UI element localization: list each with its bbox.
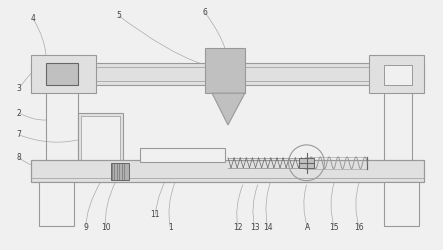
Bar	[384, 65, 412, 85]
Text: 5: 5	[116, 11, 121, 20]
Bar	[369, 56, 424, 93]
Bar	[78, 113, 123, 175]
Text: 14: 14	[263, 223, 272, 232]
Bar	[46, 63, 78, 85]
Text: 2: 2	[17, 108, 22, 118]
Text: 10: 10	[101, 223, 110, 232]
Text: 16: 16	[354, 223, 364, 232]
Text: 9: 9	[83, 223, 88, 232]
Polygon shape	[212, 93, 245, 125]
Bar	[140, 148, 225, 162]
Bar	[299, 158, 315, 168]
Bar	[31, 63, 424, 85]
Bar	[31, 56, 96, 93]
Bar	[81, 116, 120, 172]
Bar	[111, 163, 128, 180]
Text: 6: 6	[202, 8, 207, 17]
Text: 1: 1	[168, 223, 173, 232]
Bar	[39, 182, 74, 226]
Text: 7: 7	[17, 130, 22, 140]
Text: 4: 4	[31, 14, 35, 23]
Text: 3: 3	[17, 84, 22, 93]
Bar	[31, 160, 424, 182]
Text: 12: 12	[233, 223, 243, 232]
Text: 8: 8	[17, 153, 22, 162]
Text: 15: 15	[330, 223, 339, 232]
Bar	[384, 182, 419, 226]
Bar	[205, 48, 245, 93]
Text: 11: 11	[151, 210, 160, 219]
Text: 13: 13	[250, 223, 260, 232]
Text: A: A	[305, 223, 310, 232]
